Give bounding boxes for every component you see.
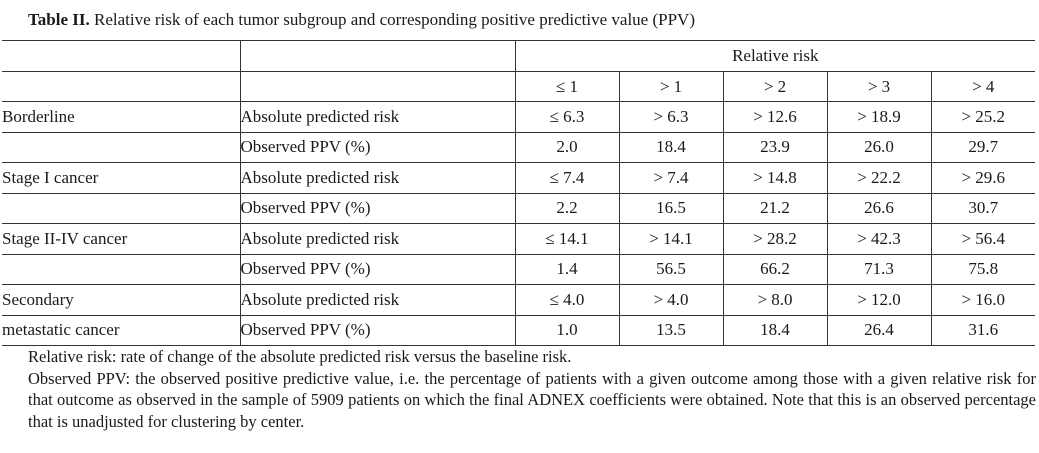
table-cell: > 14.8 <box>722 162 828 194</box>
table-cell: > 7.4 <box>618 162 724 194</box>
table-row: Secondary Absolute predicted risk ≤ 4.0 … <box>2 284 1036 316</box>
table-cell: 23.9 <box>722 131 828 163</box>
table-cell: ≤ 7.4 <box>514 162 620 194</box>
footnote-observed-ppv: Observed PPV: the observed positive pred… <box>28 368 1036 431</box>
group-label-borderline: Borderline <box>2 101 241 133</box>
measure-label: Observed PPV (%) <box>239 131 516 163</box>
header-blank-cell <box>2 71 241 102</box>
table-cell: 26.0 <box>826 131 932 163</box>
table-cell: 18.4 <box>722 314 828 346</box>
table-label: Table II. <box>28 10 90 29</box>
table-cell: 75.8 <box>930 253 1036 285</box>
table-cell: ≤ 14.1 <box>514 223 620 255</box>
group-label-stage-ii-iv-cont <box>2 253 241 285</box>
table-cell: 1.0 <box>514 314 620 346</box>
group-label-stage-i-cont <box>2 192 241 224</box>
table-row: Observed PPV (%) 1.4 56.5 66.2 71.3 75.8 <box>2 253 1036 285</box>
table-row: metastatic cancer Observed PPV (%) 1.0 1… <box>2 314 1036 346</box>
table-cell: 66.2 <box>722 253 828 285</box>
table-cell: 56.5 <box>618 253 724 285</box>
column-header: > 3 <box>826 71 932 102</box>
header-blank-cell <box>2 40 241 72</box>
measure-label: Absolute predicted risk <box>239 101 516 133</box>
header-row-2: ≤ 1 > 1 > 2 > 3 > 4 <box>2 71 1036 102</box>
measure-label: Observed PPV (%) <box>239 253 516 285</box>
column-header: > 1 <box>618 71 724 102</box>
group-label-secondary: Secondary <box>2 284 241 316</box>
table-cell: 31.6 <box>930 314 1036 346</box>
table-row: Observed PPV (%) 2.2 16.5 21.2 26.6 30.7 <box>2 192 1036 224</box>
table-cell: > 18.9 <box>826 101 932 133</box>
header-blank-cell <box>239 40 516 72</box>
relative-risk-header: Relative risk <box>514 40 1036 72</box>
table-row: Stage II-IV cancer Absolute predicted ri… <box>2 223 1036 255</box>
table-cell: > 14.1 <box>618 223 724 255</box>
table-footnotes: Relative risk: rate of change of the abs… <box>28 346 1036 432</box>
column-header: > 4 <box>930 71 1036 102</box>
table-cell: > 42.3 <box>826 223 932 255</box>
table-cell: 2.0 <box>514 131 620 163</box>
table-cell: > 4.0 <box>618 284 724 316</box>
table-cell: > 22.2 <box>826 162 932 194</box>
table-cell: 18.4 <box>618 131 724 163</box>
table-title: Relative risk of each tumor subgroup and… <box>89 10 695 29</box>
table-row: Observed PPV (%) 2.0 18.4 23.9 26.0 29.7 <box>2 131 1036 163</box>
table-cell: 30.7 <box>930 192 1036 224</box>
header-row-1: Relative risk <box>2 40 1036 72</box>
table-cell: > 12.6 <box>722 101 828 133</box>
column-header: ≤ 1 <box>514 71 620 102</box>
table-cell: > 25.2 <box>930 101 1036 133</box>
table-cell: 2.2 <box>514 192 620 224</box>
table-cell: 26.4 <box>826 314 932 346</box>
table-cell: 29.7 <box>930 131 1036 163</box>
table-cell: 1.4 <box>514 253 620 285</box>
measure-label: Absolute predicted risk <box>239 223 516 255</box>
table-cell: ≤ 4.0 <box>514 284 620 316</box>
table-cell: 71.3 <box>826 253 932 285</box>
table-cell: > 12.0 <box>826 284 932 316</box>
table-row: Borderline Absolute predicted risk ≤ 6.3… <box>2 101 1036 133</box>
measure-label: Observed PPV (%) <box>239 314 516 346</box>
table-cell: > 8.0 <box>722 284 828 316</box>
group-label-secondary-cont: metastatic cancer <box>2 314 241 346</box>
table-cell: 16.5 <box>618 192 724 224</box>
table-cell: 26.6 <box>826 192 932 224</box>
measure-label: Observed PPV (%) <box>239 192 516 224</box>
group-label-borderline-cont <box>2 131 241 163</box>
measure-label: Absolute predicted risk <box>239 162 516 194</box>
table-cell: > 28.2 <box>722 223 828 255</box>
table-cell: ≤ 6.3 <box>514 101 620 133</box>
table-cell: > 56.4 <box>930 223 1036 255</box>
footnote-relative-risk: Relative risk: rate of change of the abs… <box>28 347 572 366</box>
table-cell: > 16.0 <box>930 284 1036 316</box>
measure-label: Absolute predicted risk <box>239 284 516 316</box>
table-cell: > 6.3 <box>618 101 724 133</box>
table-cell: > 29.6 <box>930 162 1036 194</box>
group-label-stage-ii-iv: Stage II-IV cancer <box>2 223 241 255</box>
table-caption: Table II. Relative risk of each tumor su… <box>28 9 1028 31</box>
column-header: > 2 <box>722 71 828 102</box>
relative-risk-table: Relative risk ≤ 1 > 1 > 2 > 3 > 4 Border… <box>2 40 1036 346</box>
group-label-stage-i: Stage I cancer <box>2 162 241 194</box>
header-blank-cell <box>239 71 516 102</box>
table-cell: 13.5 <box>618 314 724 346</box>
table-cell: 21.2 <box>722 192 828 224</box>
table-row: Stage I cancer Absolute predicted risk ≤… <box>2 162 1036 194</box>
